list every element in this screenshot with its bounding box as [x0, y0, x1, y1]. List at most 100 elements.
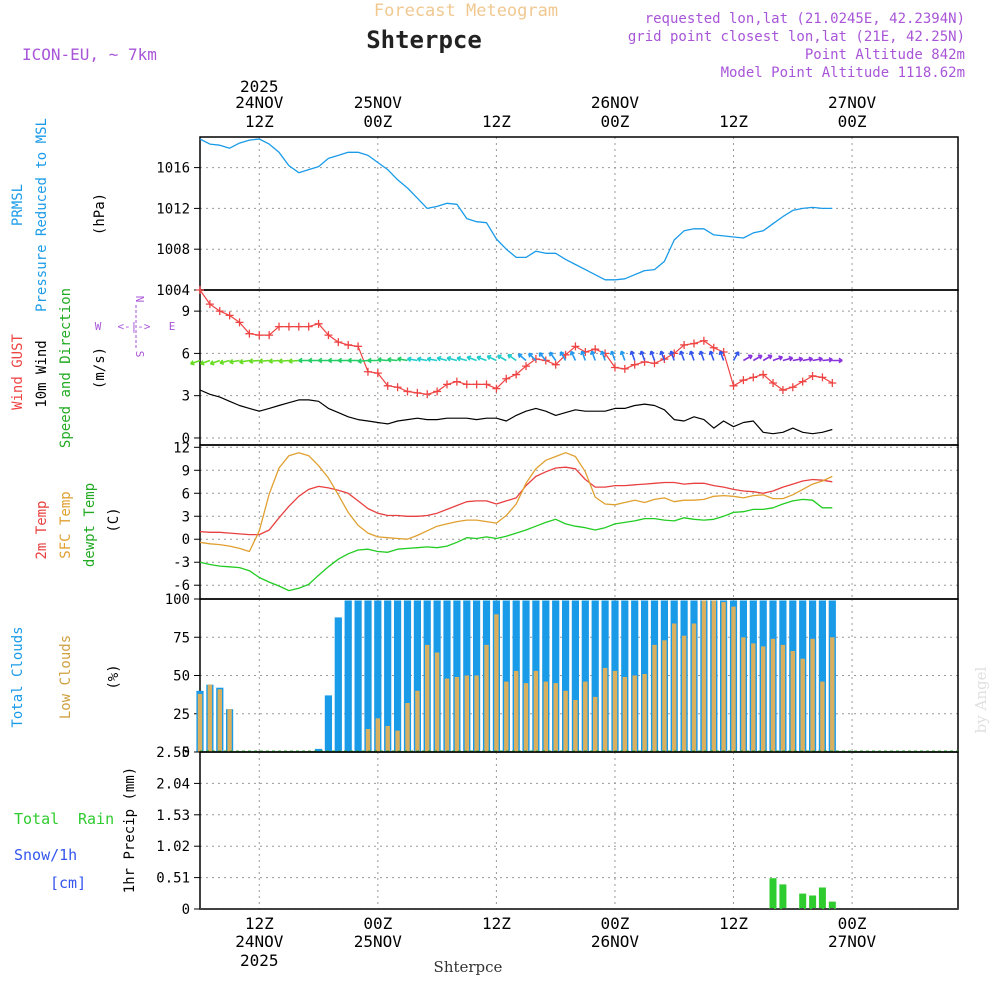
gust-marker: [531, 355, 540, 364]
y-tick-label: -3: [173, 555, 190, 571]
panel-border: [199, 751, 959, 910]
temp-2m-line: [199, 466, 833, 536]
wind-direction-arrow: [268, 358, 280, 364]
y-tick-label: 0: [182, 532, 190, 548]
y-tick-label: 2.55: [156, 745, 190, 761]
low-cloud-bar: [780, 644, 786, 752]
total-cloud-bar: [443, 600, 451, 752]
total-cloud-bar: [403, 600, 412, 752]
wind-direction-arrow: [288, 358, 299, 364]
wind-direction-arrow: [743, 354, 753, 362]
y-tick-label: 75: [173, 630, 190, 646]
low-cloud-bar: [405, 703, 410, 752]
gust-marker: [492, 384, 501, 393]
low-cloud-bar: [425, 644, 430, 752]
y-tick-label: 1016: [156, 161, 190, 177]
bottom-year-label: 2025: [240, 951, 279, 970]
total-cloud-bar: [571, 600, 579, 752]
gust-marker: [383, 381, 392, 390]
wind-direction-arrow: [649, 350, 656, 361]
total-cloud-bar: [413, 600, 421, 752]
wind-direction-arrow: [580, 350, 587, 361]
total-cloud-bar: [591, 600, 599, 752]
wind-direction-arrow: [639, 350, 646, 361]
top-hour-label: 00Z: [601, 112, 630, 131]
wind-direction-arrow: [792, 356, 804, 362]
footer-location: Shterpce: [434, 958, 503, 976]
clouds-label-low: Low Clouds: [58, 635, 74, 719]
total-cloud-bar: [354, 600, 362, 752]
total-cloud-bar: [324, 695, 332, 752]
low-cloud-bar: [494, 614, 499, 752]
compass-arrow-horizontal: <-|->: [117, 320, 150, 333]
wind-direction-arrow: [436, 355, 448, 362]
low-cloud-bar: [593, 696, 598, 752]
wind-direction-arrow: [377, 356, 388, 363]
top-year-label: 2025: [240, 77, 279, 96]
wind-direction-arrow: [772, 355, 784, 362]
rain-bar: [818, 887, 826, 909]
precip-label-snow: Snow/1h: [14, 846, 77, 864]
low-cloud-bar: [474, 675, 479, 752]
top-hour-label: 12Z: [482, 112, 511, 131]
wind-direction-arrow: [347, 357, 359, 364]
precip-unit: 1hr Precip (mm): [122, 767, 138, 893]
gust-marker: [245, 329, 254, 338]
total-cloud-bar: [621, 600, 629, 752]
total-cloud-bar: [364, 600, 372, 752]
wind-direction-arrow: [239, 358, 250, 365]
low-cloud-bar: [602, 667, 608, 752]
gust-marker: [828, 379, 837, 387]
low-cloud-bar: [820, 681, 825, 752]
pressure-label-desc: Pressure Reduced to MSL: [34, 118, 50, 312]
wind-direction-arrow: [669, 350, 675, 361]
wind-direction-arrow: [569, 350, 577, 361]
wind-panel: 0 3 6 9: [182, 286, 959, 447]
top-hour-label: 00Z: [838, 112, 867, 131]
wind-direction-arrow: [466, 355, 477, 362]
low-cloud-bar: [612, 670, 618, 752]
top-date-label: 26NOV: [591, 93, 640, 112]
top-date-label: 25NOV: [354, 93, 403, 112]
gust-marker: [225, 311, 234, 320]
gust-marker: [808, 371, 817, 380]
gust-marker: [788, 383, 797, 392]
low-cloud-bar: [217, 689, 222, 752]
gust-marker: [363, 367, 372, 376]
y-tick-label: 0: [182, 431, 190, 447]
low-cloud-bar: [751, 643, 756, 752]
wind-direction-arrow: [308, 357, 319, 364]
total-cloud-bar: [542, 600, 550, 752]
wind-direction-arrow: [590, 350, 596, 361]
low-cloud-bar: [563, 690, 568, 752]
low-cloud-bar: [830, 637, 835, 753]
y-tick-label: 50: [173, 669, 190, 685]
y-tick-label: 9: [182, 304, 190, 320]
low-cloud-bar: [375, 718, 380, 752]
low-cloud-bar: [227, 709, 232, 752]
model-name: ICON-EU, ~ 7km: [22, 45, 157, 64]
bottom-date-label: 26NOV: [591, 932, 640, 951]
y-tick-label: 3: [182, 389, 190, 405]
y-tick-label: 1.02: [156, 839, 190, 855]
low-cloud-bar: [810, 638, 815, 752]
gust-marker: [423, 390, 432, 399]
wind-direction-arrow: [732, 351, 740, 361]
gust-marker: [255, 331, 264, 340]
precip-label-total: Total: [14, 810, 59, 828]
low-cloud-bar: [622, 677, 627, 752]
rain-bar: [769, 878, 777, 909]
total-cloud-bar: [522, 600, 530, 752]
low-cloud-bar: [434, 652, 440, 752]
gust-marker: [196, 286, 204, 294]
gust-marker: [610, 363, 619, 372]
low-cloud-bar: [533, 670, 539, 752]
gust-marker: [265, 331, 274, 340]
wind-direction-arrow: [357, 358, 369, 364]
total-cloud-bar: [562, 600, 570, 752]
low-cloud-bar: [770, 638, 776, 752]
y-tick-label: 1012: [156, 201, 190, 217]
y-tick-label: 1008: [156, 242, 190, 258]
temp-label-2m: 2m Temp: [34, 500, 50, 559]
